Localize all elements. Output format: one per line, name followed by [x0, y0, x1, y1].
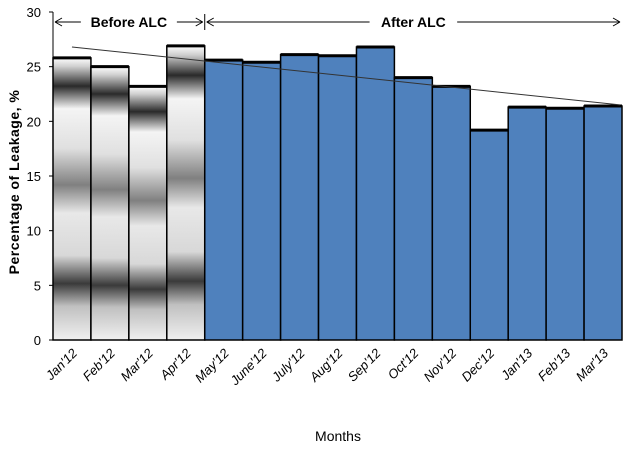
arrowhead-left — [54, 17, 63, 27]
bar-feb-12 — [90, 65, 130, 341]
x-tick-label: May'12 — [192, 345, 232, 385]
x-tick-label: Jan'12 — [42, 345, 81, 384]
x-tick-label: Feb'13 — [535, 345, 574, 384]
bar-nov-12 — [431, 85, 472, 341]
bars-group — [52, 44, 623, 341]
y-tick-label: 0 — [34, 333, 41, 348]
y-tick-label: 10 — [27, 224, 41, 239]
phase-label: After ALC — [381, 14, 446, 30]
x-tick-label: Jan'13 — [497, 345, 536, 384]
x-tick-label: Mar'13 — [573, 345, 612, 384]
x-tick-label: Aug'12 — [306, 345, 346, 385]
phase-annotations: Before ALC After ALC — [52, 14, 621, 30]
x-tick-label: Nov'12 — [420, 345, 459, 384]
phase-label: Before ALC — [91, 14, 168, 30]
bar-mar-12 — [128, 85, 168, 341]
bar-apr-12 — [166, 45, 206, 341]
x-tick-label: Mar'12 — [118, 345, 157, 384]
y-tick-label: 30 — [27, 5, 41, 20]
x-tick-labels: Jan'12 Feb'12 Mar'12 Apr'12May'12June'12Jul… — [42, 345, 612, 389]
bar-dec-12 — [469, 129, 509, 341]
x-tick-label: Oct'12 — [385, 345, 422, 382]
axes-group — [49, 11, 622, 341]
x-tick-label: Sep'12 — [345, 345, 384, 384]
y-tick-labels: 0 5 10 15 20 25 30 — [27, 5, 41, 348]
bar-jan-12 — [52, 57, 92, 341]
arrowhead-left — [206, 17, 214, 27]
bar-mar-13 — [583, 105, 623, 341]
bar-oct-12 — [393, 76, 434, 341]
y-tick-label: 15 — [27, 169, 41, 184]
bar-jan-13 — [507, 106, 547, 341]
arrowhead-right — [195, 17, 203, 27]
trendline-group — [71, 46, 621, 106]
y-tick-label: 5 — [34, 278, 41, 293]
bar-feb-13 — [545, 107, 585, 341]
bar-june-12 — [241, 61, 282, 341]
bar-sep-12 — [355, 46, 396, 341]
y-axis-title: Percentage of Leakage, % — [6, 90, 22, 275]
x-axis-title: Months — [315, 428, 361, 444]
bar-july-12 — [279, 53, 320, 341]
x-tick-label: Dec'12 — [458, 345, 497, 384]
y-tick-label: 25 — [27, 60, 41, 75]
bar-aug-12 — [317, 54, 358, 341]
x-tick-label: Apr'12 — [156, 345, 194, 383]
arrowhead-right — [612, 17, 621, 27]
x-tick-label: July'12 — [268, 345, 308, 385]
x-tick-label: Feb'12 — [80, 345, 119, 384]
bar-may-12 — [203, 59, 244, 341]
x-tick-label: June'12 — [227, 345, 271, 389]
y-tick-label: 20 — [27, 114, 41, 129]
trendline — [71, 46, 621, 106]
